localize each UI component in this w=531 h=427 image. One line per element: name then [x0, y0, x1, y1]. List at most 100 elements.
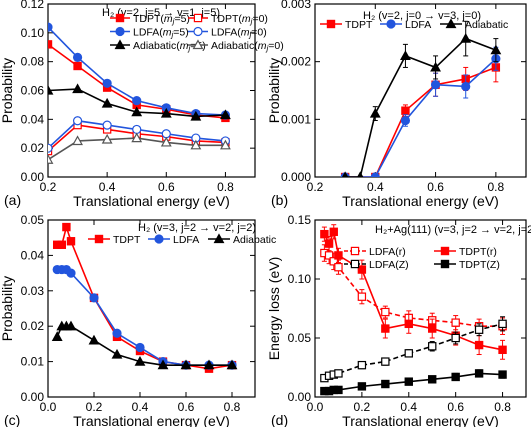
panel-a: 0.2 0.4 0.6 0.8 0.00 0.02 0.04 0.06 0.08 0.10 0.12…: [0, 0, 284, 209]
legend-label: TDPT(mj=5): [133, 13, 190, 26]
legend-marker: [192, 39, 204, 50]
data-point: [381, 324, 390, 333]
y-tick-label: 0.10: [288, 272, 312, 286]
data-point: [498, 319, 507, 329]
y-tick-label: 0.15: [288, 213, 312, 227]
legend-item-adiabatic-mj-0: Adiabatic(mj=0): [188, 39, 284, 53]
y-axis-label: Energy loss (eV): [266, 257, 282, 360]
data-point: [161, 129, 171, 139]
data-point: [381, 307, 390, 317]
data-point: [404, 319, 413, 329]
legend-item-tdpt-mj-5: TDPT(mj=5): [110, 13, 190, 26]
panel-b: 0.2 0.4 0.6 0.8 0.000 0.001 0.002 0.003 Translat…: [266, 0, 527, 209]
y-tick-label: 0.05: [21, 213, 45, 227]
y-tick-label: 0.04: [21, 248, 45, 262]
legend-marker: [445, 18, 457, 29]
panel-b-plot-area: [340, 20, 502, 177]
series-line: [345, 58, 497, 177]
legend-item-tdpt: TDPT: [320, 19, 373, 31]
legend-item-tdpt-r: TDPT(r): [434, 246, 497, 258]
legend-item-ldfa-z: LDFA(Z): [344, 259, 409, 271]
y-tick-label: 0.00: [288, 390, 312, 404]
x-axis-label: Translational energy (eV): [342, 193, 499, 209]
legend-marker: [115, 26, 125, 37]
legend-item-ldfa-r: LDFA(r): [344, 246, 406, 258]
x-tick-label: 0.4: [132, 400, 149, 414]
x-tick-label: 0.6: [178, 400, 195, 414]
legend-marker: [440, 259, 450, 269]
legend-label: LDFA: [173, 234, 199, 246]
panel-d-plot-area: [320, 224, 507, 396]
series-tdpt: [340, 52, 501, 177]
y-tick-label: 0.08: [21, 55, 45, 69]
data-point: [72, 116, 83, 126]
data-point: [72, 83, 83, 94]
data-point: [190, 139, 202, 150]
legend-label: TDPT: [113, 234, 141, 246]
data-point: [48, 143, 53, 153]
panel-label: (c): [4, 412, 20, 427]
y-tick-label: 0.12: [21, 0, 45, 11]
y-tick-label: 0.02: [21, 141, 45, 155]
data-point: [369, 107, 381, 118]
data-point: [400, 50, 411, 61]
data-point: [226, 359, 238, 370]
legend-marker: [350, 246, 360, 256]
data-point: [131, 106, 143, 117]
legend-label: LDFA(mj=5): [133, 27, 189, 40]
data-point: [334, 385, 343, 395]
legend-item-tdpt: TDPT: [88, 234, 141, 246]
y-axis-label: Probability: [0, 58, 15, 123]
legend-item-ldfa-mj-0: LDFA(mj=0): [188, 27, 267, 40]
data-point: [66, 237, 76, 246]
data-point: [51, 331, 63, 341]
data-point: [190, 110, 202, 121]
data-point: [474, 369, 484, 378]
data-point: [474, 325, 484, 334]
y-tick-label: 0.02: [21, 319, 45, 333]
data-point: [320, 229, 329, 239]
x-tick-label: 0.8: [488, 180, 505, 194]
data-point: [48, 84, 54, 95]
data-point: [180, 359, 192, 370]
legend-marker: [326, 19, 336, 29]
legend-item-tdpt-mj-0: TDPT(mj=0): [188, 13, 268, 26]
data-point: [135, 342, 145, 353]
x-tick-label: 0.2: [354, 400, 371, 414]
legend-marker: [193, 13, 203, 23]
data-point: [357, 360, 367, 370]
x-axis-label: Translational energy (eV): [73, 193, 230, 209]
panel-label: (a): [4, 192, 21, 208]
data-point: [324, 251, 334, 260]
panel-b-frame: [314, 3, 527, 178]
panel-c-plot-area: [51, 222, 238, 373]
legend-marker: [115, 13, 125, 23]
panel-d-frame: [314, 219, 527, 398]
legend-marker: [386, 19, 396, 29]
data-point: [220, 109, 231, 120]
data-point: [72, 52, 83, 62]
data-point: [73, 61, 82, 71]
data-point: [57, 240, 67, 249]
data-point: [102, 120, 112, 130]
y-axis-label: Probability: [0, 276, 15, 341]
legend-item-tdpt-z: TDPT(Z): [434, 259, 500, 271]
series-line: [345, 66, 497, 177]
legend-label: Adiabatic: [465, 19, 508, 31]
x-axis-label: Translational energy (eV): [73, 413, 230, 427]
legend-label: TDPT: [345, 19, 373, 31]
series-line: [57, 224, 233, 370]
x-tick-label: 0.4: [99, 180, 116, 194]
data-point: [157, 359, 169, 370]
series-tdpt-z: [320, 369, 507, 396]
x-tick-label: 0.6: [447, 400, 464, 414]
data-point: [334, 251, 343, 260]
data-point: [112, 328, 122, 338]
data-point: [428, 342, 437, 351]
panel-c: 0.0 0.2 0.4 0.6 0.8 0.00 0.01 0.02 0.03 0.04 0.05 T…: [0, 213, 276, 427]
x-tick-label: 0.2: [307, 180, 324, 194]
y-tick-label: 0.01: [21, 355, 45, 369]
y-tick-label: 0.003: [281, 0, 311, 11]
y-axis-label: Probability: [266, 58, 282, 123]
